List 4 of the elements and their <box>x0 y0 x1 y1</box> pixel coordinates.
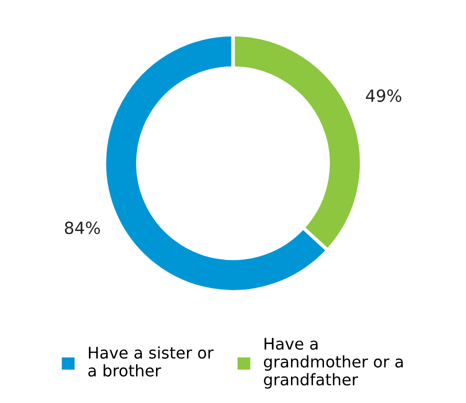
legend-label: Have a sister or a brother <box>88 346 214 377</box>
legend-label: Have a grandmother or a grandfather <box>264 338 403 389</box>
data-label: 84% <box>64 222 100 234</box>
data-label: 49% <box>366 89 402 102</box>
